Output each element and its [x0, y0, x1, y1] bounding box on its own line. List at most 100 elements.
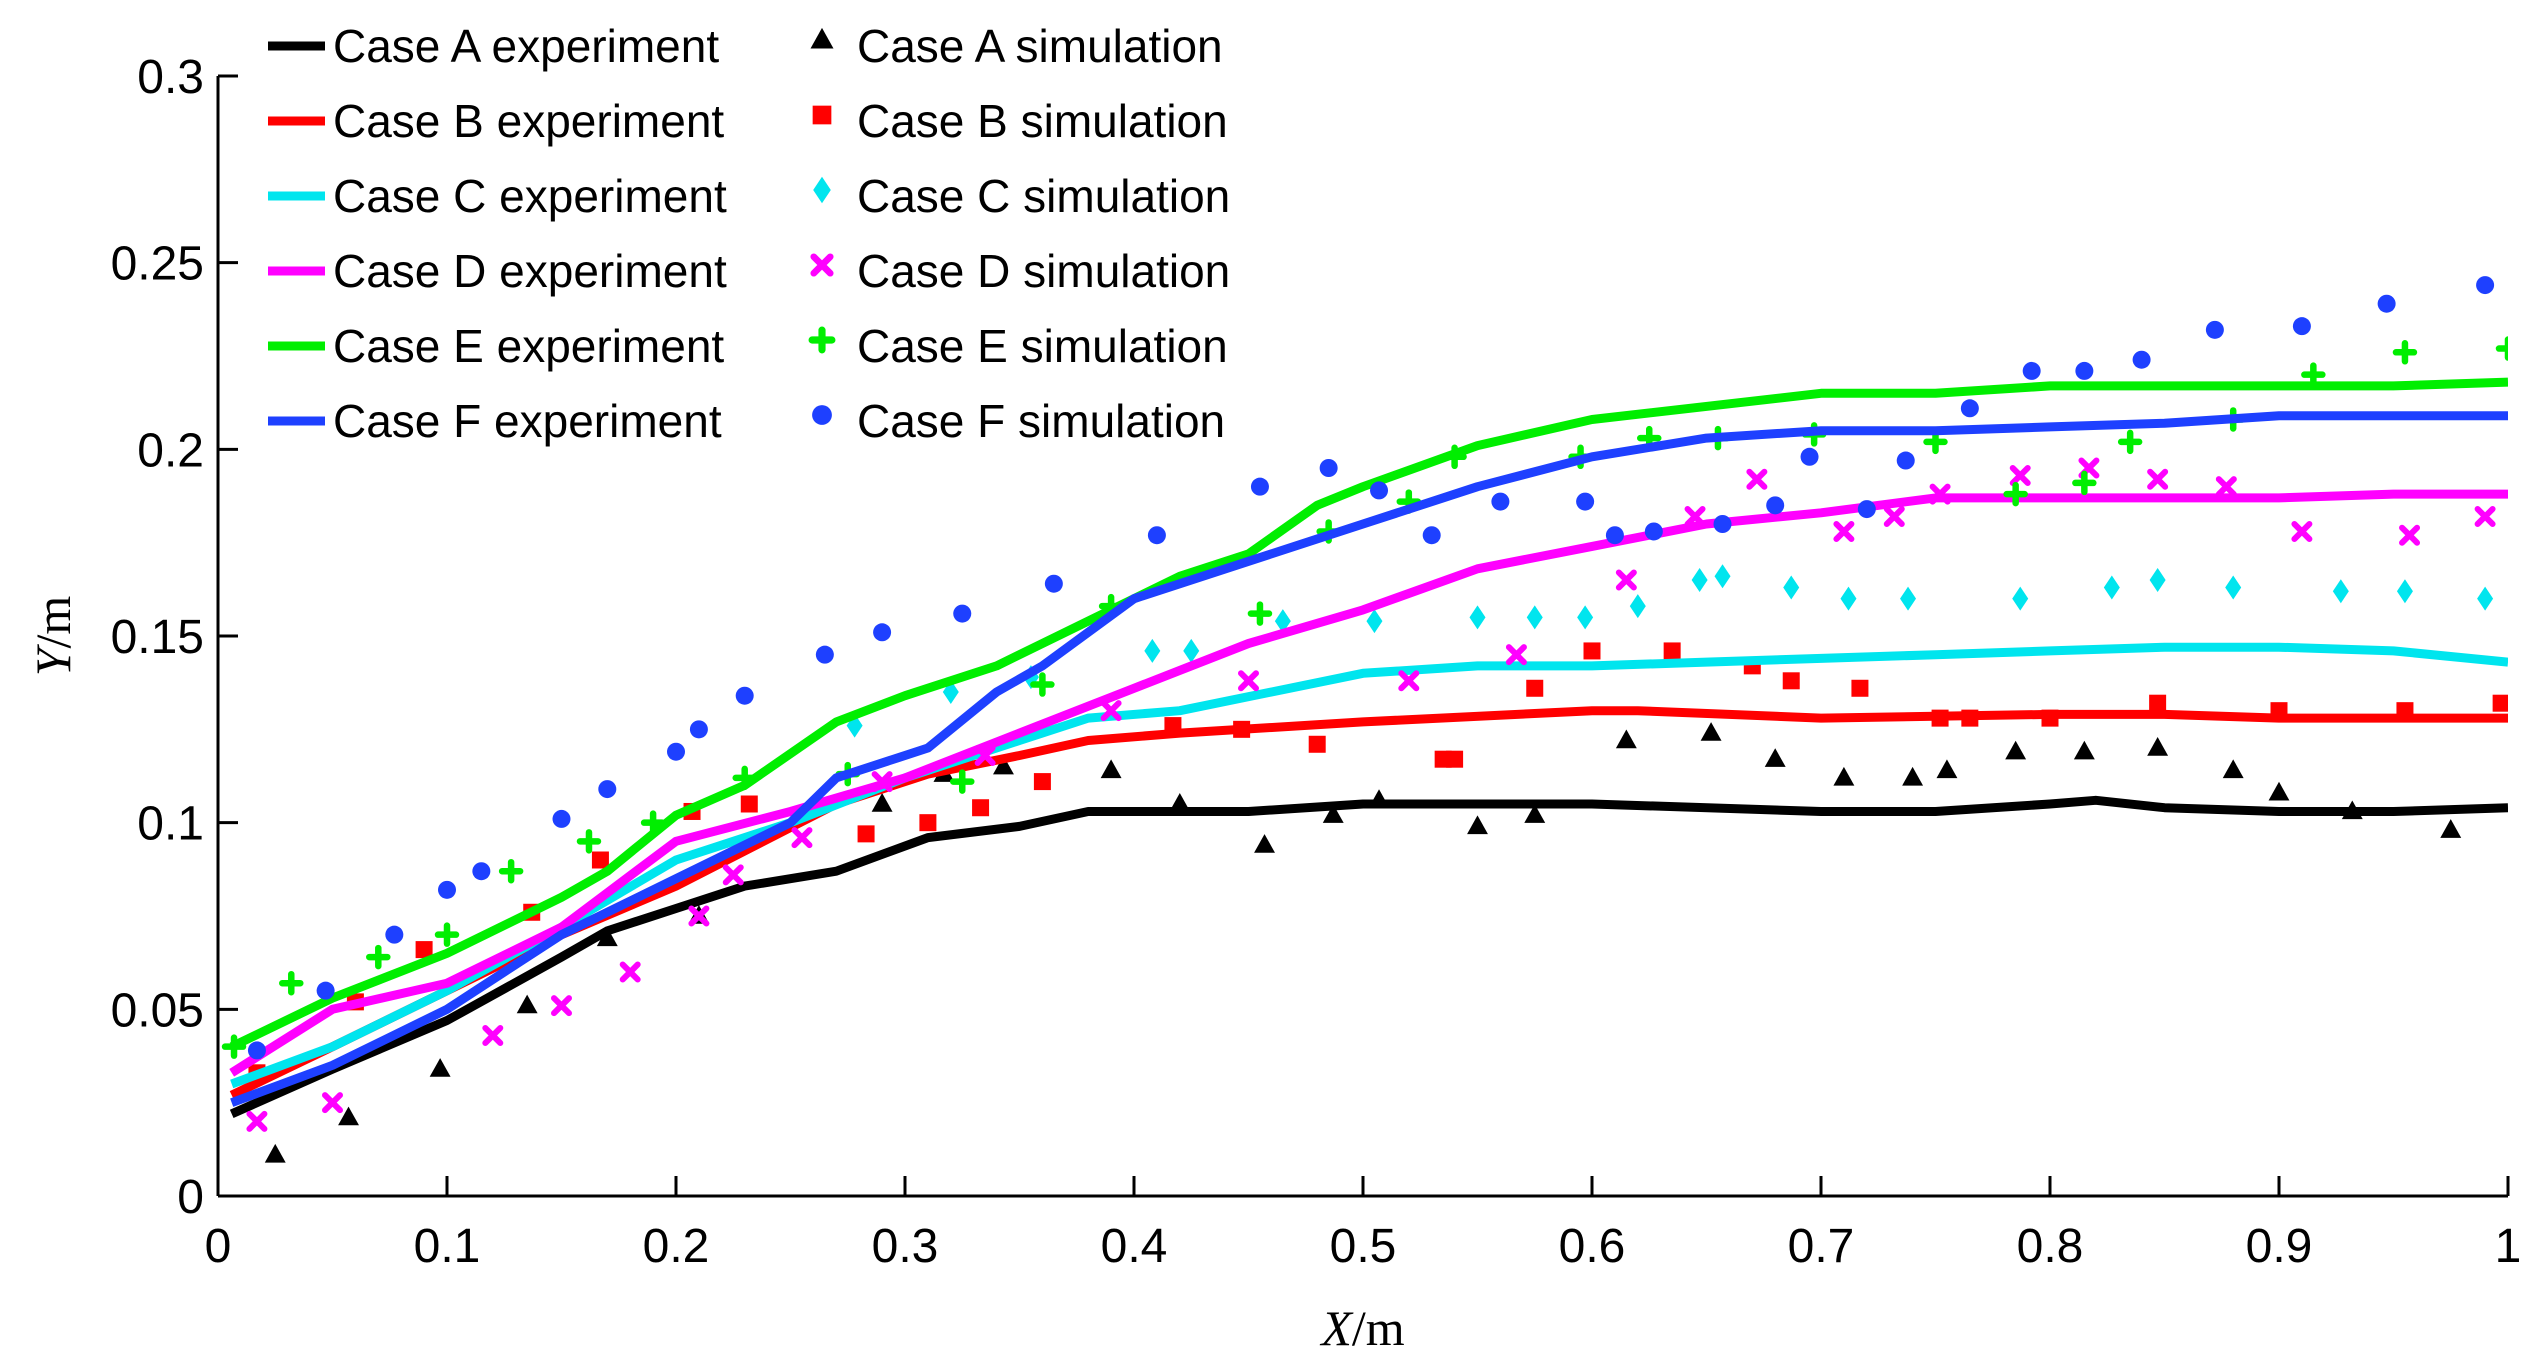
data-point-case-b-simulation	[857, 825, 875, 843]
data-point-case-f-simulation	[1800, 447, 1819, 466]
x-tick-label: 0.9	[2246, 1220, 2313, 1273]
data-point-case-c-simulation	[2396, 579, 2413, 604]
data-point-case-d-simulation	[2009, 464, 2031, 486]
data-point-case-a-simulation	[2147, 737, 2169, 756]
data-point-case-e-simulation	[950, 769, 975, 794]
data-point-case-d-simulation	[1238, 670, 1259, 692]
series-case-e-experiment	[229, 377, 2508, 1051]
legend-label-case-d-simulation: Case D simulation	[857, 245, 1230, 297]
data-point-case-f-simulation	[1644, 522, 1663, 541]
data-point-case-f-simulation	[2476, 276, 2495, 295]
data-point-case-a-simulation	[1764, 748, 1786, 767]
y-tick-label: 0.05	[111, 984, 204, 1037]
data-point-case-f-simulation	[472, 862, 491, 881]
x-tick-label: 1	[2495, 1220, 2522, 1273]
y-tick-label: 0.3	[137, 51, 204, 104]
data-point-case-a-simulation	[1169, 793, 1191, 812]
data-point-case-d-simulation	[482, 1024, 504, 1046]
y-tick-label: 0.15	[111, 611, 204, 664]
series-case-d-simulation	[246, 457, 2496, 1132]
series-line-case-c-experiment	[230, 642, 2508, 1089]
x-tick-label: 0.5	[1330, 1220, 1397, 1273]
data-point-case-a-simulation	[1700, 722, 1722, 741]
data-point-case-f-simulation	[1319, 459, 1338, 477]
data-point-case-a-simulation	[596, 927, 618, 947]
y-tick-label: 0.1	[137, 798, 204, 851]
data-point-case-c-simulation	[2012, 586, 2029, 611]
series-line-case-a-experiment	[229, 795, 2508, 1119]
data-point-case-f-simulation	[689, 720, 708, 739]
data-point-case-f-simulation	[552, 809, 571, 828]
data-point-case-f-simulation	[1896, 451, 1915, 470]
data-point-case-d-simulation	[1746, 468, 1768, 490]
data-point-case-e-simulation	[2495, 336, 2508, 361]
data-point-case-e-simulation	[2301, 362, 2326, 387]
legend-label-case-c-experiment: Case C experiment	[333, 170, 727, 222]
data-point-case-e-simulation	[221, 1034, 247, 1059]
data-point-case-d-simulation	[1615, 569, 1637, 591]
data-point-case-a-simulation	[993, 755, 1014, 775]
data-point-case-e-simulation	[279, 970, 304, 996]
data-point-case-a-simulation	[2005, 740, 2027, 760]
series-line-case-f-experiment	[230, 411, 2508, 1107]
data-point-case-e-simulation	[2003, 481, 2028, 507]
data-point-case-b-simulation	[1526, 679, 1544, 697]
legend-label-case-a-simulation: Case A simulation	[857, 20, 1223, 72]
data-point-case-b-simulation	[415, 941, 433, 959]
data-point-case-b-simulation	[1961, 709, 1979, 727]
data-point-case-a-simulation	[1368, 789, 1390, 808]
data-point-case-f-simulation	[735, 686, 754, 705]
x-tick-label: 0.3	[872, 1220, 939, 1273]
data-point-case-f-simulation	[2205, 320, 2224, 339]
data-point-case-f-simulation	[873, 623, 892, 642]
legend-label-case-b-experiment: Case B experiment	[333, 95, 724, 147]
data-point-case-b-simulation	[1308, 735, 1326, 753]
series-line-case-b-experiment	[229, 706, 2508, 1100]
data-point-case-f-simulation	[2292, 317, 2311, 336]
data-point-case-d-simulation	[619, 961, 641, 983]
legend-label-case-f-simulation: Case F simulation	[857, 395, 1225, 447]
x-tick-label: 0.4	[1101, 1220, 1168, 1273]
data-point-case-c-simulation	[2225, 575, 2242, 600]
data-point-case-a-simulation	[1902, 766, 1924, 786]
data-point-case-f-simulation	[1044, 574, 1063, 593]
data-point-case-c-simulation	[2103, 575, 2120, 600]
data-point-case-f-simulation	[815, 645, 834, 664]
series-line-case-d-experiment	[229, 489, 2508, 1077]
data-point-case-c-simulation	[1274, 609, 1291, 634]
x-tick-label: 0.7	[1788, 1220, 1855, 1273]
data-point-case-c-simulation	[1183, 638, 1200, 663]
series-case-b-simulation	[248, 642, 2508, 1082]
data-point-case-b-simulation	[2492, 694, 2508, 712]
data-point-case-e-simulation	[434, 922, 460, 947]
data-point-case-a-simulation	[338, 1106, 359, 1126]
data-point-case-f-simulation	[1960, 399, 1979, 418]
data-point-case-a-simulation	[2440, 819, 2462, 838]
data-point-case-f-simulation	[1857, 500, 1876, 519]
data-point-case-d-simulation	[2291, 520, 2313, 542]
data-point-case-f-simulation	[2132, 350, 2151, 369]
data-point-case-f-simulation	[1605, 526, 1624, 545]
data-point-case-b-simulation	[1033, 773, 1051, 791]
y-tick-label: 0.25	[111, 238, 204, 291]
data-point-case-a-simulation	[1467, 815, 1488, 835]
data-point-case-a-simulation	[2341, 800, 2363, 820]
data-point-case-b-simulation	[2041, 709, 2059, 727]
data-point-case-c-simulation	[1144, 638, 1161, 663]
legend-marker-case-c-simulation	[813, 176, 831, 204]
legend-label-case-c-simulation: Case C simulation	[857, 170, 1230, 222]
axes	[216, 74, 2510, 1198]
series-case-c-experiment	[230, 642, 2508, 1089]
data-point-case-c-simulation	[2149, 568, 2166, 592]
data-point-case-f-simulation	[1576, 492, 1595, 511]
data-point-case-a-simulation	[1936, 759, 1958, 779]
data-point-case-e-simulation	[2072, 470, 2097, 496]
data-point-case-f-simulation	[247, 1041, 266, 1060]
data-point-case-f-simulation	[1422, 526, 1441, 545]
data-point-case-d-simulation	[1100, 700, 1122, 722]
data-point-case-e-simulation	[1442, 444, 1467, 470]
data-point-case-a-simulation	[1615, 729, 1637, 749]
data-point-case-b-simulation	[2149, 694, 2167, 712]
data-point-case-d-simulation	[1833, 520, 1855, 542]
data-point-case-d-simulation	[722, 864, 744, 886]
